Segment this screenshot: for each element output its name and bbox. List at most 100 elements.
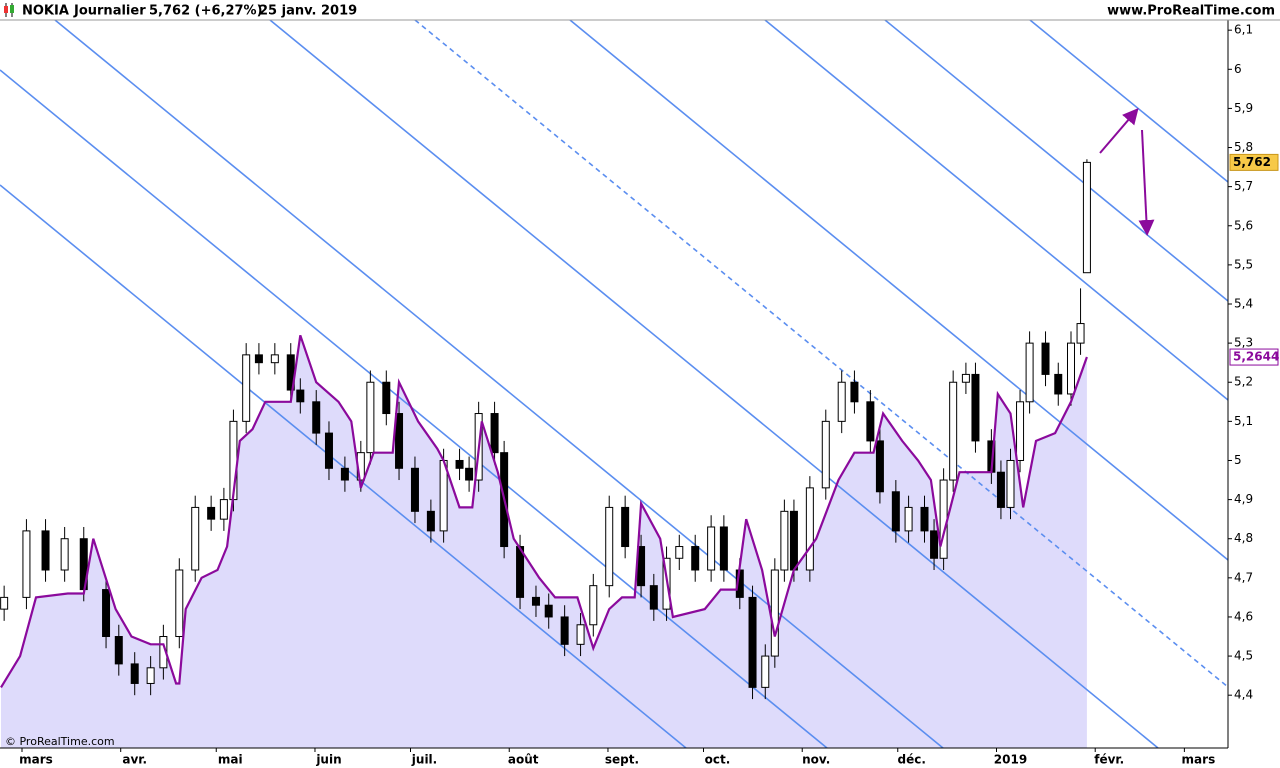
x-tick-label: mai	[218, 753, 243, 767]
x-tick-label: nov.	[802, 753, 830, 767]
candle-body	[875, 440, 884, 493]
trend-line	[1029, 19, 1229, 183]
candle-body	[761, 655, 770, 688]
candle-body	[605, 506, 614, 587]
x-tick-label: mars	[1182, 753, 1216, 767]
y-tick-label: 4,9	[1234, 492, 1253, 506]
candle-body	[544, 604, 553, 618]
candle-body	[821, 420, 830, 489]
trend-line	[764, 19, 1229, 401]
candle-body	[410, 467, 419, 512]
candle-body	[837, 381, 846, 422]
candle-body	[312, 401, 321, 434]
candle-body	[589, 585, 598, 626]
x-tick-label: sept.	[605, 753, 639, 767]
candle-body	[780, 510, 789, 571]
y-tick-label: 5,1	[1234, 414, 1253, 428]
trend-line	[0, 69, 828, 749]
price-label-box	[1229, 348, 1279, 366]
candle-body	[465, 467, 474, 481]
candle-body	[219, 499, 228, 520]
candle-body	[576, 624, 585, 645]
candle-body	[770, 569, 779, 657]
candle-body	[805, 487, 814, 571]
y-tick-label: 6,1	[1234, 23, 1253, 37]
marks	[0, 159, 1091, 700]
candle-body	[719, 526, 728, 571]
candle-body	[1066, 342, 1075, 395]
trend-line	[569, 19, 1229, 561]
candle-body	[1041, 342, 1050, 375]
candle-body	[1006, 459, 1015, 508]
plot-area	[1, 335, 1087, 748]
candle-body	[426, 510, 435, 532]
header-bar	[0, 0, 1280, 20]
trend-line	[0, 184, 687, 749]
arrow-down	[1138, 129, 1155, 236]
y-tick-label: 4,7	[1234, 570, 1253, 584]
candle-body	[270, 354, 279, 364]
candle-body	[395, 413, 404, 469]
candle-body	[1076, 323, 1085, 344]
candle-body	[146, 667, 155, 684]
x-tick-label: avr.	[122, 753, 147, 767]
y-tick-label: 5,7	[1234, 179, 1253, 193]
price-label: 5,2644	[1233, 350, 1279, 364]
axes: 6,1 6 5,9 5,8 5,7 5,6 5,5 5,4 5,3 5,2 5,1 5 4,9 4,8 4,…	[19, 23, 1279, 767]
x-tick-label: oct.	[705, 753, 731, 767]
y-tick-label: 5	[1234, 453, 1242, 467]
candle-body	[949, 381, 958, 481]
x-tick-label: 2019	[994, 753, 1027, 767]
copyright: © ProRealTime.com	[5, 735, 115, 748]
candle-body	[175, 569, 184, 638]
candle-body	[22, 530, 31, 598]
candle-body	[1054, 373, 1063, 395]
candle-body	[675, 546, 684, 559]
candle-body	[191, 506, 200, 571]
y-tick-label: 5,8	[1234, 140, 1253, 154]
candle-body	[0, 596, 9, 610]
x-tick-label: juin	[315, 753, 341, 767]
candle-body	[649, 585, 658, 610]
y-tick-label: 5,6	[1234, 218, 1253, 232]
candle-body	[866, 401, 875, 442]
candle-body	[114, 636, 123, 665]
candle-body	[850, 381, 859, 403]
trend-line	[54, 19, 944, 749]
symbol: NOKIA	[22, 4, 69, 19]
candle-body	[1016, 401, 1025, 461]
period: Journalier	[73, 4, 146, 19]
trend-line-dashed	[414, 19, 1229, 688]
candle-body	[920, 506, 929, 532]
candle-body	[296, 389, 305, 403]
candle-body	[382, 381, 391, 415]
y-tick-label: 5,3	[1234, 336, 1253, 350]
price-label-box	[1229, 153, 1279, 171]
candle-body	[971, 373, 980, 442]
candle-body	[455, 459, 464, 469]
trend-line	[884, 19, 1229, 302]
candle-body	[242, 354, 251, 422]
candle-body	[130, 663, 139, 684]
candle-body	[254, 354, 263, 364]
arrow-up	[1099, 107, 1139, 154]
quote: 5,762 (+6,27%)	[149, 4, 263, 19]
trend-lines	[0, 19, 1229, 749]
y-tick-label: 5,9	[1234, 101, 1253, 115]
x-tick-label: août	[508, 753, 539, 767]
y-tick-label: 5,4	[1234, 297, 1253, 311]
candle-body	[102, 589, 111, 638]
y-tick-label: 4,4	[1234, 688, 1253, 702]
candle-body	[621, 506, 630, 548]
candle-body	[560, 616, 569, 645]
candle-body	[490, 413, 499, 454]
candle-body	[340, 467, 349, 481]
x-tick-label: juil.	[411, 753, 437, 767]
candle-body	[324, 432, 333, 469]
x-tick-label: déc.	[898, 753, 926, 767]
x-tick-label: mars	[19, 753, 53, 767]
stop-area	[1, 335, 1087, 748]
logo-icon	[4, 3, 14, 17]
candle-body	[691, 546, 700, 571]
